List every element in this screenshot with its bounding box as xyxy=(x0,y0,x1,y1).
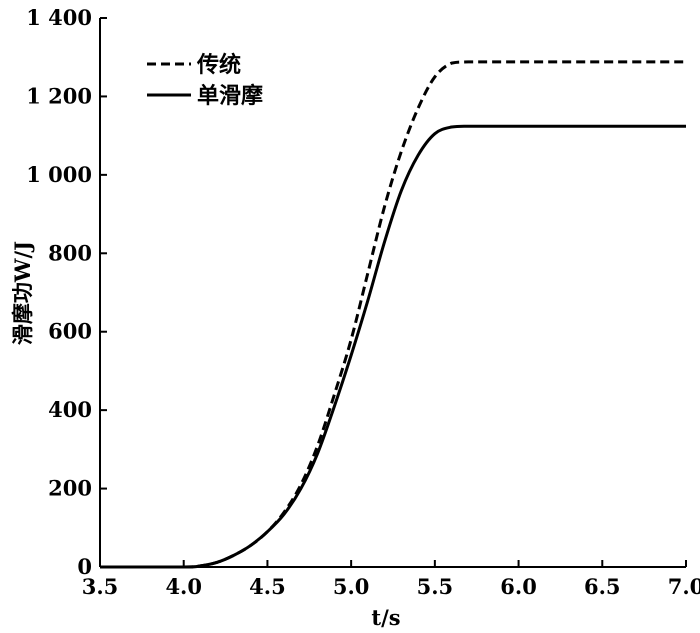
y-tick-label: 1 200 xyxy=(26,83,92,108)
legend-label: 单滑摩 xyxy=(197,83,263,109)
x-tick-label: 5.5 xyxy=(417,574,454,599)
x-tick-label: 3.5 xyxy=(82,574,119,599)
y-tick-label: 400 xyxy=(48,397,92,422)
series-line-traditional xyxy=(100,60,686,569)
x-axis-label: t/s xyxy=(371,605,400,630)
y-tick-label: 200 xyxy=(48,476,92,501)
x-tick-label: 4.5 xyxy=(249,574,286,599)
x-tick-label: 5.0 xyxy=(333,574,370,599)
series-layer xyxy=(100,60,686,569)
y-tick-label: 600 xyxy=(48,319,92,344)
y-tick-label: 0 xyxy=(77,554,92,579)
y-tick-label: 1 400 xyxy=(26,5,92,30)
x-axis-ticks: 3.5 4.0 4.5 5.0 5.5 6.0 6.5 7.0 xyxy=(82,560,700,599)
x-tick-label: 4.0 xyxy=(165,574,202,599)
y-tick-label: 800 xyxy=(48,240,92,265)
y-axis-label: 滑摩功W/J xyxy=(10,241,35,345)
x-tick-label: 6.0 xyxy=(500,574,537,599)
x-tick-label: 6.5 xyxy=(584,574,621,599)
legend-label: 传统 xyxy=(196,52,241,78)
y-tick-label: 1 000 xyxy=(26,162,92,187)
x-tick-label: 7.0 xyxy=(668,574,700,599)
axes xyxy=(99,18,686,568)
series-line-single-slip xyxy=(100,124,686,569)
y-axis-ticks: 0 200 400 600 800 1 000 1 200 1 400 xyxy=(26,5,107,579)
